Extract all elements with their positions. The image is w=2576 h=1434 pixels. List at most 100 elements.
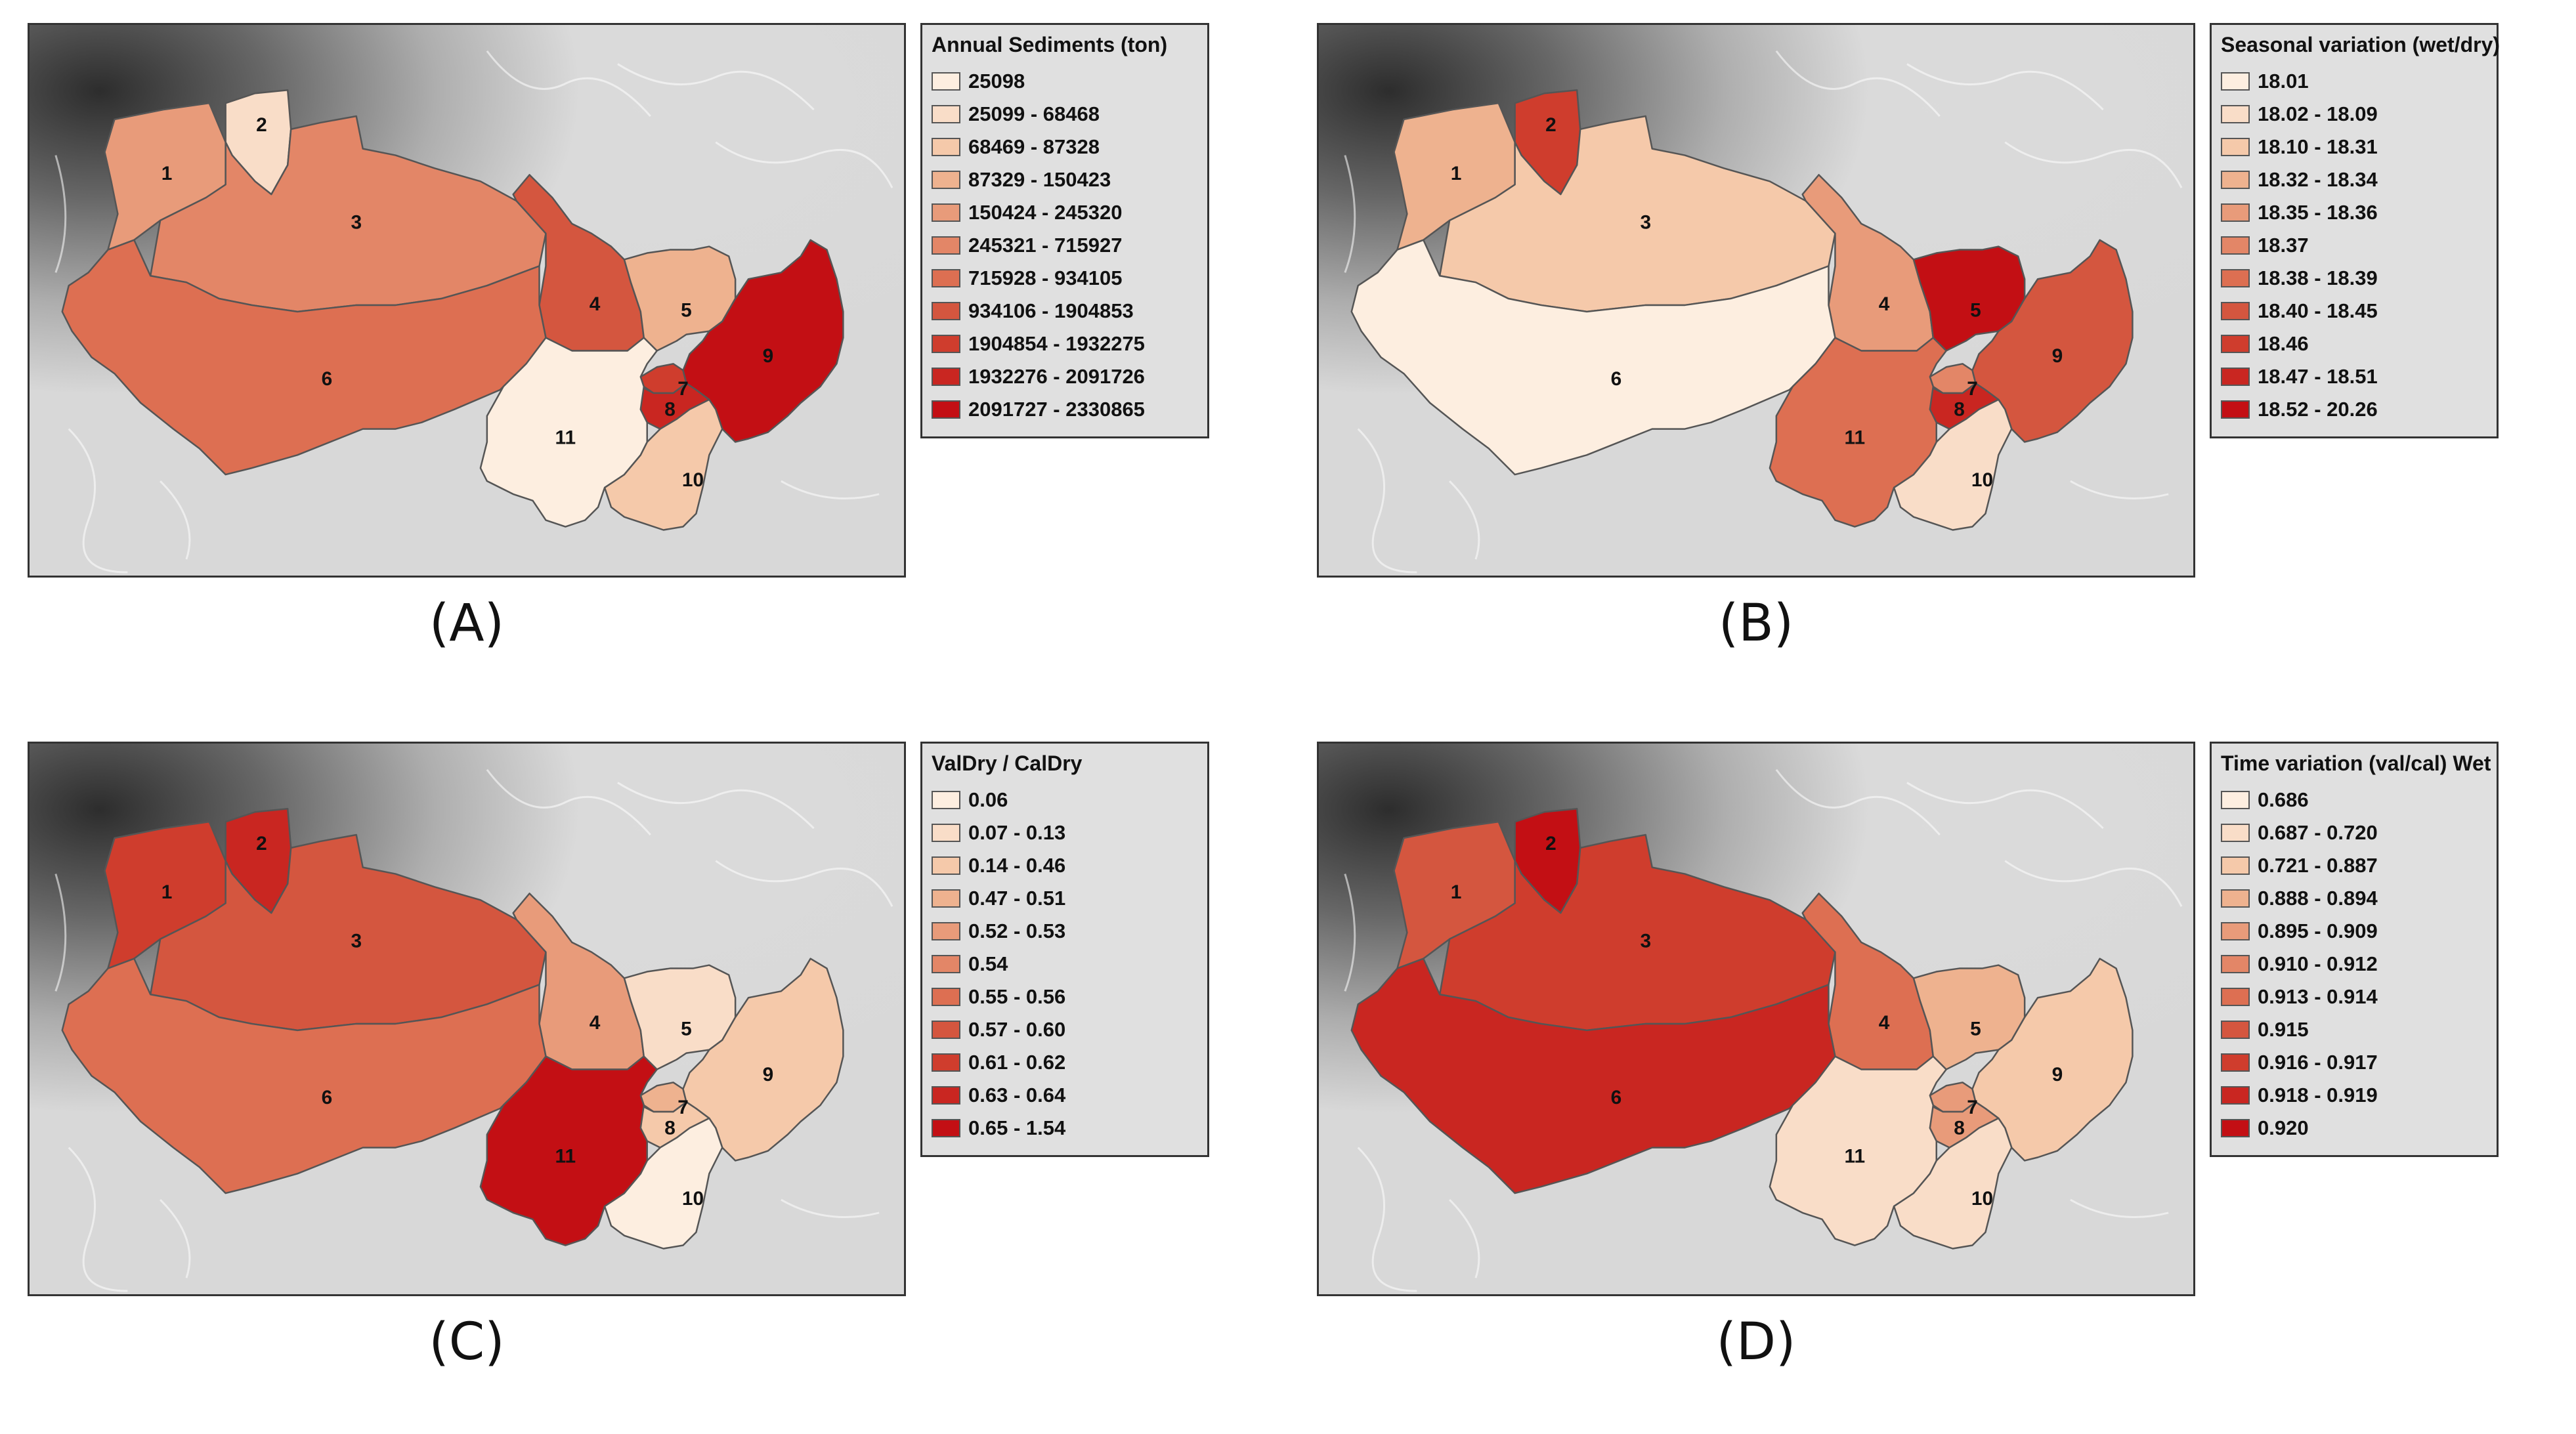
panel-caption-d: (D): [1716, 1313, 1796, 1372]
legend-swatch: [932, 856, 960, 875]
legend-label: 0.61 - 0.62: [968, 1051, 1066, 1074]
legend-swatch: [932, 269, 960, 287]
legend-b: Seasonal variation (wet/dry) 18.01 18.02 -…: [2210, 23, 2500, 438]
legend-item: 18.37: [2221, 229, 2490, 262]
legend-label: 0.721 - 0.887: [2258, 854, 2378, 877]
subbasin-label-5: 5: [681, 1019, 692, 1040]
subbasin-label-8: 8: [664, 399, 676, 421]
legend-item: 0.47 - 0.51: [932, 882, 1201, 915]
legend-d: Time variation (val/cal) Wet 0.686 0.687 -…: [2210, 742, 2499, 1157]
legend-label: 0.54: [968, 952, 1008, 975]
legend-label: 0.14 - 0.46: [968, 854, 1066, 877]
legend-swatch: [932, 791, 960, 809]
legend-label: 0.915: [2258, 1018, 2309, 1041]
panel-d: 1 2 3 4 5 6 7 8 9 10 11 Time variation (val/cal) We…: [1289, 719, 2576, 1434]
legend-label: 934106 - 1904853: [968, 299, 1134, 322]
legend-item: 0.920: [2221, 1112, 2490, 1145]
subbasin-9: [682, 958, 844, 1162]
subbasin-label-10: 10: [1971, 469, 1993, 491]
legend-label: 18.37: [2258, 234, 2309, 257]
legend-swatch: [932, 988, 960, 1006]
terrain-ridges: [1344, 769, 2183, 1292]
legend-swatch: [2221, 138, 2250, 156]
legend-swatch: [932, 1021, 960, 1039]
panel-c: 1 2 3 4 5 6 7 8 9 10 11 ValDry / CalDry 0.06 0.07 - 0…: [0, 719, 1287, 1434]
map-d: 1 2 3 4 5 6 78 9 10 11: [1319, 744, 2193, 1294]
terrain-ridges: [1344, 50, 2183, 574]
legend-item: 18.38 - 18.39: [2221, 262, 2490, 295]
legend-label: 0.06: [968, 788, 1008, 811]
map-frame-d: 1 2 3 4 5 6 7 8 9 10 11: [1317, 742, 2195, 1296]
legend-item: 2091727 - 2330865: [932, 393, 1201, 426]
subbasin-label-10: 10: [682, 1188, 704, 1210]
legend-item: 87329 - 150423: [932, 163, 1201, 196]
legend-swatch: [2221, 824, 2250, 842]
subbasin-11: [1769, 337, 1947, 528]
subbasin-label-5: 5: [1970, 300, 1981, 322]
legend-swatch: [2221, 105, 2250, 123]
subbasin-label-8: 8: [664, 1118, 676, 1139]
subbasin-6: [61, 958, 547, 1194]
legend-label: 18.32 - 18.34: [2258, 168, 2378, 191]
legend-label: 0.47 - 0.51: [968, 887, 1066, 910]
panel-caption-a: (A): [429, 594, 505, 653]
legend-label: 150424 - 245320: [968, 201, 1123, 224]
legend-swatch: [2221, 236, 2250, 255]
panel-caption-b: (B): [1718, 594, 1794, 653]
panel-caption-c: (C): [429, 1313, 505, 1372]
legend-label: 0.920: [2258, 1116, 2309, 1139]
legend-item: 0.687 - 0.720: [2221, 816, 2490, 849]
subbasin-label-7: 7: [677, 1097, 689, 1118]
legend-item: 715928 - 934105: [932, 262, 1201, 295]
subbasin-label-4: 4: [1879, 1012, 1890, 1034]
subbasin-11: [479, 1055, 658, 1246]
legend-label: 25098: [968, 70, 1025, 93]
legend-label: 0.52 - 0.53: [968, 919, 1066, 942]
legend-swatch: [932, 1053, 960, 1072]
subbasin-label-3: 3: [351, 931, 362, 952]
legend-item: 0.916 - 0.917: [2221, 1046, 2490, 1079]
legend-label: 1932276 - 2091726: [968, 365, 1145, 388]
subbasin-label-6: 6: [322, 368, 333, 390]
legend-label: 0.65 - 1.54: [968, 1116, 1066, 1139]
map-b: 1 2 3 4 5 6 78 9 10 11: [1319, 25, 2193, 576]
map-a: 1 2 3 4 5 6 78 9 10 11: [30, 25, 904, 576]
legend-label: 0.07 - 0.13: [968, 821, 1066, 844]
legend-swatch: [932, 400, 960, 419]
legend-swatch: [2221, 1119, 2250, 1137]
subbasin-label-3: 3: [1640, 931, 1651, 952]
legend-label: 0.913 - 0.914: [2258, 985, 2378, 1008]
legend-swatch: [932, 824, 960, 842]
legend-title: Time variation (val/cal) Wet: [2221, 751, 2491, 775]
legend-item: 18.52 - 20.26: [2221, 393, 2490, 426]
legend-swatch: [932, 203, 960, 222]
legend-item: 0.54: [932, 948, 1201, 981]
legend-swatch: [2221, 1053, 2250, 1072]
legend-item: 0.55 - 0.56: [932, 981, 1201, 1013]
panel-b: 1 2 3 4 5 6 7 8 9 10 11 Seasonal variation (wet/dry…: [1289, 0, 2576, 715]
legend-swatch: [2221, 791, 2250, 809]
subbasin-label-11: 11: [555, 1145, 576, 1167]
legend-swatch: [2221, 922, 2250, 940]
legend-label: 245321 - 715927: [968, 234, 1123, 257]
legend-label: 18.46: [2258, 332, 2309, 355]
legend-item: 934106 - 1904853: [932, 295, 1201, 327]
legend-item: 18.10 - 18.31: [2221, 131, 2490, 163]
legend-item: 18.01: [2221, 65, 2490, 98]
legend-swatch: [2221, 400, 2250, 419]
legend-label: 0.687 - 0.720: [2258, 821, 2378, 844]
legend-label: 0.918 - 0.919: [2258, 1084, 2378, 1107]
legend-label: 25099 - 68468: [968, 102, 1100, 125]
map-frame-a: 1 2 3 4 5 6 7 8 9 10 11: [28, 23, 906, 578]
legend-swatch: [2221, 889, 2250, 908]
legend-swatch: [2221, 302, 2250, 320]
subbasin-label-3: 3: [351, 212, 362, 234]
legend-label: 18.35 - 18.36: [2258, 201, 2378, 224]
legend-swatch: [2221, 1086, 2250, 1105]
legend-label: 0.916 - 0.917: [2258, 1051, 2378, 1074]
panel-a: 1 2 3 4 5 6 7 8 9 10 11 Annual Sediments (ton) 25098…: [0, 0, 1287, 715]
subbasin-6: [61, 239, 547, 476]
legend-label: 18.47 - 18.51: [2258, 365, 2378, 388]
legend-item: 25098: [932, 65, 1201, 98]
legend-swatch: [932, 138, 960, 156]
